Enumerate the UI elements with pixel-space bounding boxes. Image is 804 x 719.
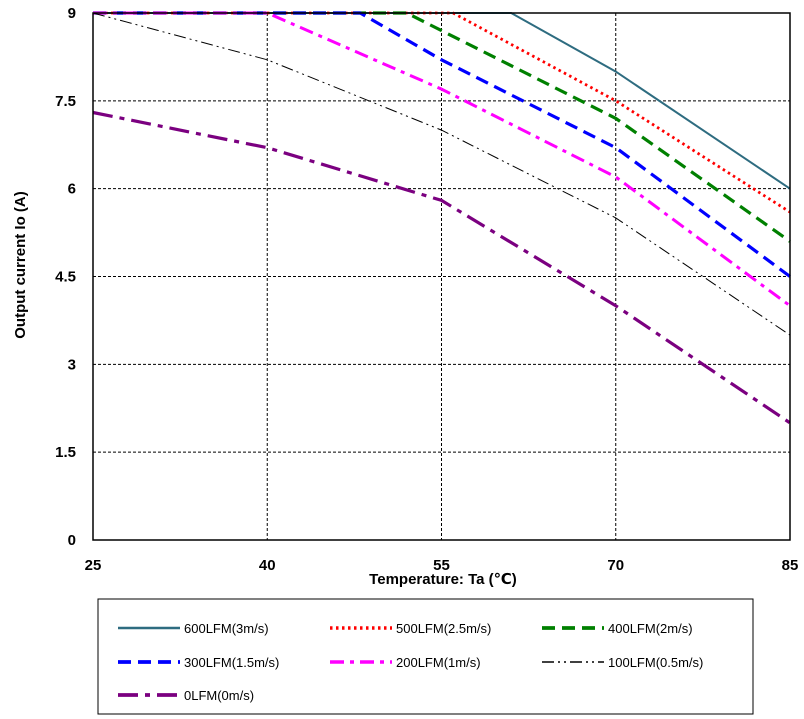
series-line xyxy=(92,12,791,336)
legend-label: 0LFM(0m/s) xyxy=(184,688,254,703)
legend-label: 100LFM(0.5m/s) xyxy=(608,655,703,670)
x-tick-label: 70 xyxy=(607,557,624,574)
y-tick-label: 4.5 xyxy=(55,269,76,286)
legend-label: 400LFM(2m/s) xyxy=(608,621,693,636)
y-tick-labels: 0 1.5 3 4.5 6 7.5 9 xyxy=(55,5,76,549)
plot-frame xyxy=(92,12,791,541)
y-tick-label: 0 xyxy=(68,532,76,549)
series-line xyxy=(92,110,791,425)
legend-label: 600LFM(3m/s) xyxy=(184,621,269,636)
x-axis-title: Temperature: Ta (℃) xyxy=(369,571,517,588)
y-tick-label: 7.5 xyxy=(55,93,76,110)
x-tick-label: 25 xyxy=(85,557,102,574)
series-line xyxy=(93,11,791,278)
legend-label: 500LFM(2.5m/s) xyxy=(396,621,491,636)
y-tick-label: 9 xyxy=(68,5,76,22)
legend-label: 300LFM(1.5m/s) xyxy=(184,655,279,670)
legend: 600LFM(3m/s) 500LFM(2.5m/s) 400LFM(2m/s) 30… xyxy=(118,621,703,703)
legend-box xyxy=(97,598,754,715)
y-tick-label: 1.5 xyxy=(55,444,76,461)
legend-label: 200LFM(1m/s) xyxy=(396,655,481,670)
y-tick-label: 3 xyxy=(68,356,76,373)
series-line xyxy=(93,11,791,308)
x-tick-label: 40 xyxy=(259,557,276,574)
y-axis-title: Output current Io (A) xyxy=(12,191,29,338)
x-tick-label: 55 xyxy=(433,557,450,574)
x-tick-label: 85 xyxy=(782,557,799,574)
x-tick-labels: 25 40 55 70 85 xyxy=(85,557,799,574)
y-tick-label: 6 xyxy=(68,181,76,198)
